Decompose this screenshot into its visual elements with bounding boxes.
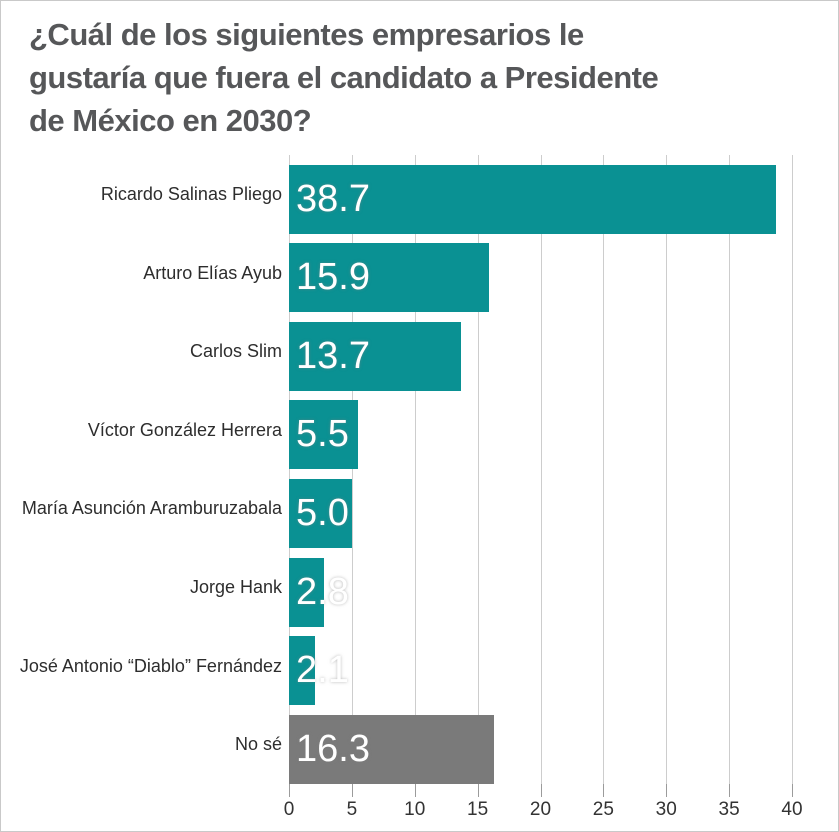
- bar-value-label: 38.7: [296, 177, 370, 220]
- axis-tick: [414, 784, 416, 797]
- bar: 5.5: [289, 400, 359, 470]
- page-title-line-2: gustaría que fuera el candidato a Presid…: [29, 60, 659, 95]
- gridline: [289, 155, 290, 784]
- axis-tick-label: 20: [529, 799, 552, 820]
- bar: 16.3: [289, 714, 494, 784]
- page-title-line-3: de México en 2030?: [29, 103, 312, 138]
- category-label: Carlos Slim: [189, 341, 282, 362]
- category-label: Jorge Hank: [189, 576, 282, 597]
- bar: 2.8: [289, 557, 349, 627]
- bar-value-label: 5.5: [296, 413, 349, 456]
- gridline: [351, 155, 353, 784]
- axis-tick-label: 40: [781, 799, 803, 820]
- axis-tick-label: 30: [655, 799, 677, 820]
- gridline: [666, 155, 668, 784]
- gridline: [414, 155, 416, 784]
- axis-tick: [289, 784, 290, 797]
- category-label: Víctor González Herrera: [87, 419, 282, 440]
- page-title: ¿Cuál de los siguientes empresarios le g…: [29, 13, 819, 142]
- axis-tick-label: 5: [346, 799, 358, 820]
- category-label: María Asunción Aramburuzabala: [21, 498, 282, 519]
- bar-value-label: 2.8: [296, 570, 349, 613]
- axis-tick-label: 0: [283, 799, 295, 820]
- gridline: [477, 155, 479, 784]
- axis-tick-label: 25: [592, 799, 614, 820]
- bar-value-label: 13.7: [296, 334, 370, 377]
- axis-tick: [477, 784, 479, 797]
- bar-value-label: 15.9: [296, 256, 370, 299]
- bar: 15.9: [289, 243, 489, 313]
- bar: 13.7: [289, 321, 462, 391]
- axis-tick: [729, 784, 731, 797]
- category-label: José Antonio “Diablo” Fernández: [19, 655, 282, 676]
- bar-value-label: 5.0: [296, 492, 349, 534]
- gridline: [540, 155, 542, 784]
- axis-tick: [540, 784, 542, 797]
- gridline: [729, 155, 731, 784]
- axis-tick: [666, 784, 668, 797]
- axis-tick-label: 15: [467, 799, 489, 820]
- axis-tick: [603, 784, 605, 797]
- category-label: Arturo Elías Ayub: [143, 262, 282, 283]
- gridline: [792, 155, 793, 784]
- gridline: [603, 155, 605, 784]
- axis-tick-label: 10: [404, 799, 426, 820]
- bar-value-label: 16.3: [296, 727, 370, 770]
- category-label: Ricardo Salinas Pliego: [100, 183, 282, 204]
- bar: 2.1: [289, 636, 349, 706]
- page-title-line-1: ¿Cuál de los siguientes empresarios le: [29, 17, 584, 52]
- bar: 38.7: [289, 164, 776, 234]
- axis-tick: [351, 784, 353, 797]
- axis-tick-label: 35: [718, 799, 740, 820]
- bar: 5.0: [289, 479, 352, 548]
- bar-value-label: 2.1: [296, 649, 349, 692]
- category-label: No sé: [234, 734, 282, 755]
- axis-tick: [792, 784, 793, 797]
